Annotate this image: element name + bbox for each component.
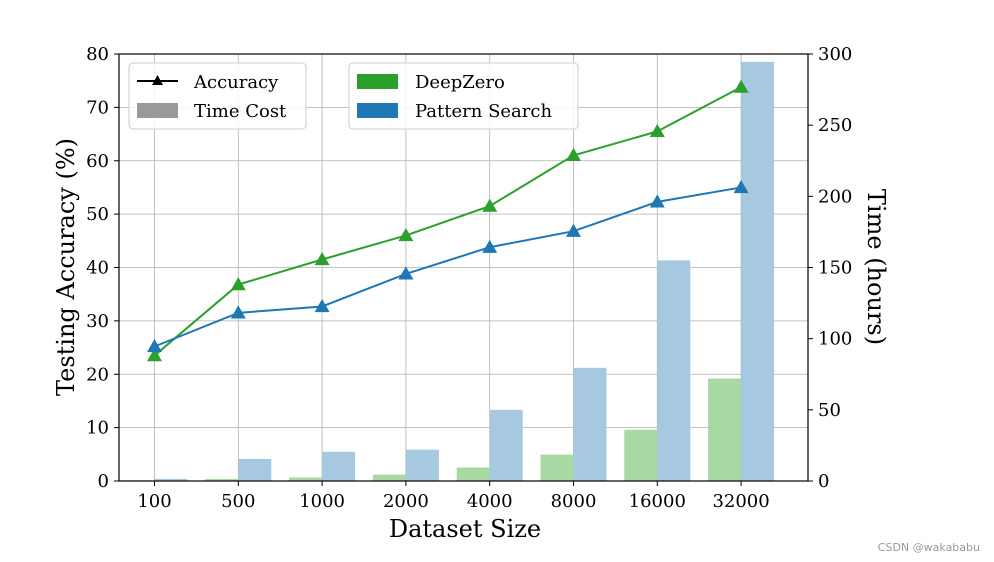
right-y-tick-label: 300: [818, 44, 852, 65]
left-y-tick-label: 50: [86, 204, 109, 225]
legend-accuracy-marker: [152, 75, 163, 85]
marker-deepzero: [314, 251, 330, 266]
legend-deepzero-swatch: [357, 74, 398, 89]
marker-pattern-search: [398, 266, 414, 280]
legend-accuracy-label: Accuracy: [193, 72, 279, 93]
x-axis: 100 500 1000 2000 4000 8000 16000 32000: [137, 481, 770, 512]
x-tick-label: 16000: [629, 491, 686, 512]
left-y-tick-label: 10: [86, 418, 109, 439]
x-tick-label: 500: [221, 491, 255, 512]
marker-pattern-search: [230, 305, 246, 319]
marker-deepzero: [398, 227, 414, 242]
marker-pattern-search: [314, 298, 330, 313]
bar-pattern-search: [489, 409, 523, 481]
bar-pattern-search: [238, 458, 272, 481]
marker-deepzero: [147, 348, 162, 362]
line-pattern-search: [154, 186, 742, 348]
bar-deepzero: [372, 474, 406, 481]
x-axis-label: Dataset Size: [389, 515, 541, 543]
right-y-tick-label: 100: [818, 329, 852, 350]
left-y-tick-label: 20: [86, 364, 109, 385]
marker-deepzero: [566, 147, 581, 162]
marker-deepzero: [482, 198, 498, 212]
x-tick-label: 100: [137, 491, 171, 512]
left-y-tick-label: 30: [86, 311, 109, 332]
bar-deepzero: [708, 378, 742, 481]
bar-deepzero: [205, 478, 239, 481]
right-y-axis: 0 50 100 150 200 250 300: [808, 44, 852, 492]
right-y-tick-label: 150: [818, 258, 852, 279]
left-y-tick-label: 0: [98, 471, 109, 492]
marker-pattern-search: [482, 239, 498, 253]
bar-deepzero: [624, 429, 658, 481]
legend-timecost-swatch: [137, 103, 178, 118]
legend-patternsearch-label: Pattern Search: [415, 101, 552, 122]
bar-pattern-search: [657, 260, 691, 481]
left-y-axis: 0 10 20 30 40 50 60 70 80: [86, 44, 119, 492]
right-y-tick-label: 50: [818, 400, 841, 421]
x-tick-label: 32000: [712, 491, 769, 512]
right-y-tick-label: 200: [818, 186, 852, 207]
line-deepzero: [153, 86, 742, 357]
legend-style: Accuracy Time Cost: [128, 62, 307, 130]
left-y-tick-label: 80: [86, 44, 109, 65]
bar-pattern-search: [322, 451, 356, 481]
watermark: CSDN @wakababu: [877, 541, 980, 554]
accuracy-lines: [147, 79, 749, 362]
marker-pattern-search: [733, 179, 749, 194]
right-y-tick-label: 0: [818, 471, 829, 492]
marker-deepzero: [733, 79, 749, 93]
bar-deepzero: [289, 477, 323, 481]
bar-pattern-search: [154, 478, 188, 481]
bar-pattern-search: [405, 449, 439, 481]
bar-deepzero: [540, 454, 574, 481]
x-tick-label: 2000: [383, 491, 429, 512]
marker-deepzero: [230, 277, 246, 291]
left-y-tick-label: 70: [86, 97, 109, 118]
left-y-tick-label: 40: [86, 258, 109, 279]
bar-pattern-search: [573, 367, 607, 481]
x-tick-label: 4000: [467, 491, 513, 512]
left-y-tick-label: 60: [86, 151, 109, 172]
marker-pattern-search: [147, 338, 162, 353]
bar-pattern-search: [741, 61, 775, 481]
x-tick-label: 8000: [551, 491, 597, 512]
legend-method-box: [348, 62, 579, 130]
marker-deepzero: [649, 123, 665, 138]
marker-pattern-search: [566, 223, 581, 237]
legend-method: DeepZero Pattern Search: [348, 62, 579, 130]
marker-pattern-search: [649, 194, 665, 208]
legend-deepzero-label: DeepZero: [415, 72, 505, 93]
bar-deepzero: [456, 467, 490, 481]
x-tick-label: 1000: [299, 491, 345, 512]
time-bars: [121, 61, 775, 481]
legend-timecost-label: Time Cost: [194, 101, 287, 122]
right-y-tick-label: 250: [818, 115, 852, 136]
left-y-axis-label: Testing Accuracy (%): [52, 138, 80, 396]
right-y-axis-label: Time (hours): [862, 189, 890, 345]
legend-patternsearch-swatch: [357, 103, 398, 118]
